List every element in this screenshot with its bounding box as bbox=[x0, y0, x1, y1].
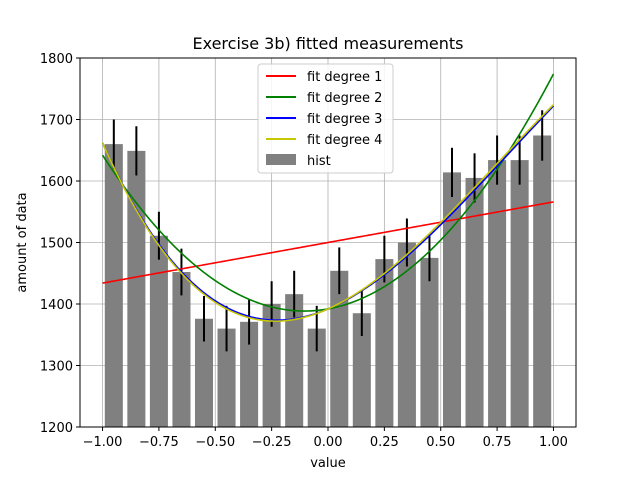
histogram-bar bbox=[104, 144, 123, 427]
histogram-bar bbox=[194, 318, 214, 427]
x-tick-label: 0.00 bbox=[314, 435, 343, 450]
x-tick-label: −0.75 bbox=[139, 435, 179, 450]
histogram-bar bbox=[420, 257, 439, 427]
legend-label: fit degree 3 bbox=[307, 112, 382, 127]
legend-bar-swatch bbox=[266, 154, 296, 165]
legend-label: hist bbox=[307, 154, 331, 169]
histogram-bar bbox=[285, 294, 304, 427]
y-axis-title: amount of data bbox=[15, 192, 30, 292]
x-tick-label: 0.50 bbox=[426, 435, 455, 450]
histogram-bar bbox=[217, 328, 236, 427]
legend: fit degree 1 fit degree 2 fit degree 3 fit … bbox=[257, 63, 394, 174]
x-tick-label: 0.25 bbox=[370, 435, 399, 450]
histogram-bar bbox=[149, 235, 168, 427]
chart-title: Exercise 3b) fitted measurements bbox=[193, 34, 464, 53]
x-axis-title: value bbox=[310, 456, 346, 471]
x-tick-label: −0.50 bbox=[195, 435, 235, 450]
histogram-bars bbox=[104, 135, 552, 428]
x-axis-ticks: −1.00 −0.75 −0.50 −0.25 0.00 0.25 0.50 0.75 1.00 bbox=[83, 427, 568, 450]
histogram-bar bbox=[375, 259, 394, 427]
histogram-bar bbox=[330, 270, 349, 427]
histogram-bar bbox=[172, 272, 191, 427]
y-tick-label: 1300 bbox=[40, 360, 73, 375]
histogram-bar bbox=[510, 160, 529, 427]
y-tick-label: 1600 bbox=[40, 175, 73, 190]
y-tick-label: 1200 bbox=[40, 421, 73, 436]
histogram-bar bbox=[533, 135, 552, 428]
y-axis-ticks: 1200 1300 1400 1500 1600 1700 1800 bbox=[40, 52, 80, 436]
x-tick-label: 1.00 bbox=[539, 435, 568, 450]
histogram-bar bbox=[442, 172, 462, 427]
legend-label: fit degree 4 bbox=[307, 133, 382, 148]
histogram-bar bbox=[397, 242, 416, 427]
histogram-bar bbox=[127, 150, 146, 428]
y-tick-label: 1800 bbox=[40, 52, 73, 67]
x-tick-label: −0.25 bbox=[252, 435, 292, 450]
y-tick-label: 1700 bbox=[40, 114, 73, 129]
legend-box bbox=[257, 63, 394, 174]
legend-label: fit degree 1 bbox=[307, 70, 382, 85]
x-tick-label: −1.00 bbox=[83, 435, 123, 450]
histogram-bar bbox=[307, 328, 326, 427]
histogram-bar bbox=[488, 160, 507, 427]
histogram-bar bbox=[240, 321, 259, 427]
legend-label: fit degree 2 bbox=[307, 91, 382, 106]
fit-lines bbox=[101, 73, 555, 322]
histogram-bar bbox=[465, 177, 484, 427]
histogram-bar bbox=[262, 304, 281, 427]
fit-line bbox=[101, 104, 555, 322]
x-tick-label: 0.75 bbox=[483, 435, 512, 450]
histogram-bar bbox=[352, 313, 371, 427]
y-tick-label: 1400 bbox=[40, 298, 73, 313]
y-tick-label: 1500 bbox=[40, 237, 73, 252]
